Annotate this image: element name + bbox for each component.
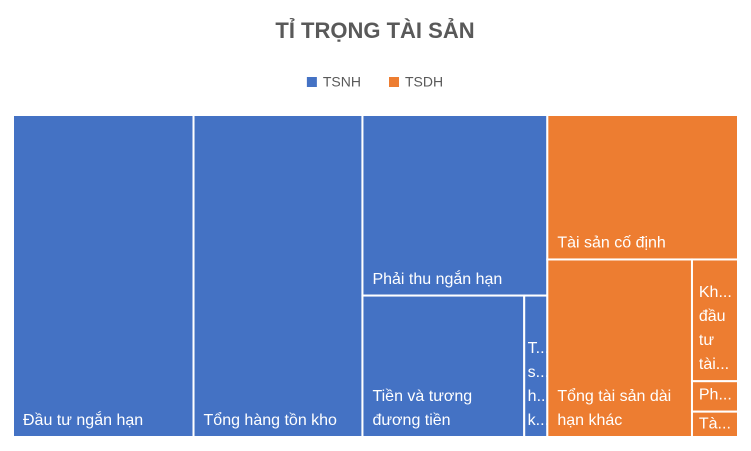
tile-label: Phải thu ngắn hạn: [372, 269, 502, 288]
legend-label: TSDH: [405, 74, 443, 90]
tile-label: Kh... đầu tư tài...: [699, 284, 736, 373]
tile: [361, 294, 526, 438]
tile-label: Ph...: [699, 387, 732, 404]
tile: [690, 258, 739, 383]
tile: [690, 380, 739, 413]
tile-label: T... s... h... k...: [528, 340, 555, 429]
tile: [192, 114, 364, 438]
tile: [546, 114, 740, 261]
tile-label: Đầu tư ngắn hạn: [23, 410, 143, 429]
tile: [690, 410, 739, 439]
tile-label: Tiền và tương đương tiền: [372, 388, 476, 429]
tile-label: Tà...: [699, 416, 731, 433]
tile-label: Tài sản cố định: [557, 235, 666, 252]
chart-title: TỈ TRỌNG TÀI SẢN: [275, 18, 474, 43]
tile-label: Tổng hàng tồn kho: [204, 411, 338, 429]
legend-swatch: [389, 77, 399, 87]
legend-label: TSNH: [323, 74, 361, 90]
tile: [12, 114, 195, 438]
tile-label: Tổng tài sản dài hạn khác: [557, 387, 675, 429]
tile: [361, 114, 549, 297]
legend: TSNH TSDH: [306, 74, 443, 90]
tile: [546, 258, 693, 439]
legend-swatch: [306, 77, 317, 87]
